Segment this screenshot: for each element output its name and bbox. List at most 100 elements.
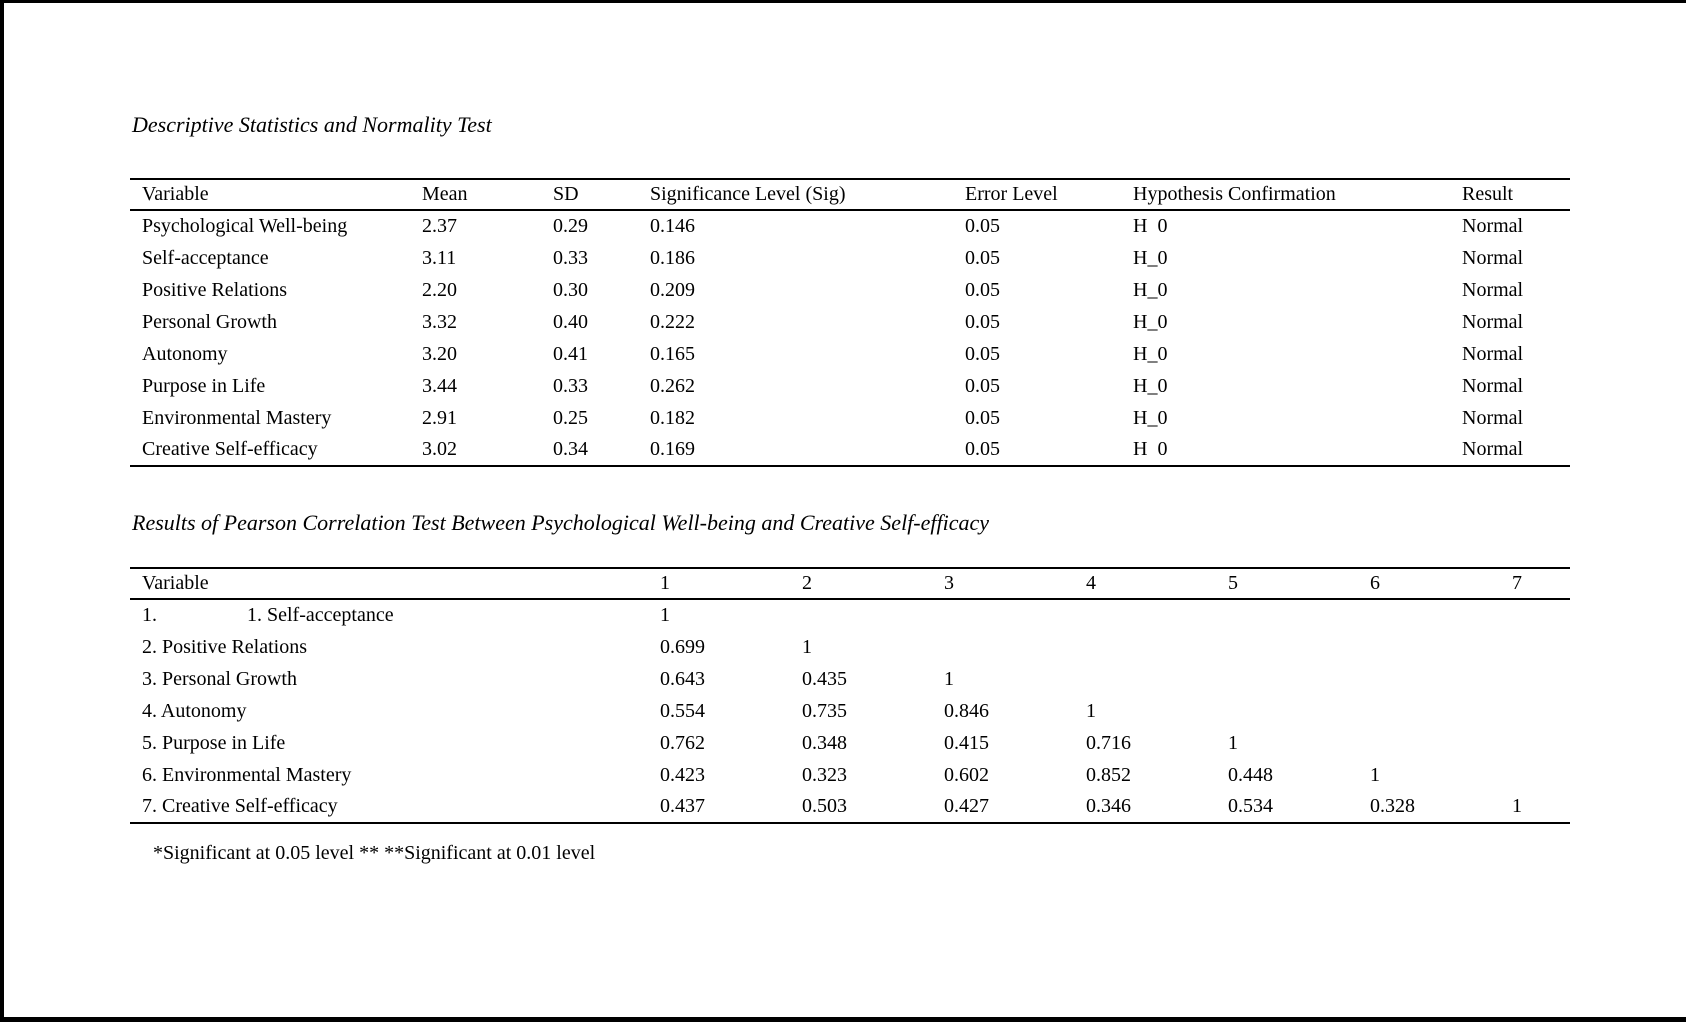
table-cell: 2.37 — [422, 215, 457, 237]
table-cell: 3.32 — [422, 310, 457, 333]
descriptive-statistics-table-title: Descriptive Statistics and Normality Tes… — [132, 112, 492, 137]
table-cell: 0.348 — [802, 731, 847, 754]
column-header-variable: Variable — [142, 183, 209, 205]
table-row: Personal Growth 3.32 0.40 0.222 0.05 H_0 Norma… — [130, 306, 1570, 338]
table-cell: 1 — [1228, 731, 1238, 754]
table-cell: 3.02 — [422, 438, 457, 460]
table-cell: 4. Autonomy — [142, 699, 247, 722]
table-body: Psychological Well-being 2.37 0.29 0.146 0.0… — [130, 210, 1570, 466]
table-cell — [1370, 695, 1512, 727]
table-cell: 0.05 — [965, 374, 1000, 397]
table-cell: 1 — [660, 604, 670, 626]
table-cell: 0.415 — [944, 731, 989, 754]
table-cell: 0.30 — [553, 278, 588, 301]
column-header-significance-level: Significance Level (Sig) — [650, 183, 846, 205]
table-cell: Autonomy — [142, 342, 228, 365]
column-header-result: Result — [1462, 183, 1514, 205]
table-cell — [1228, 663, 1370, 695]
table-cell: 0.328 — [1370, 795, 1415, 817]
table-cell — [1370, 663, 1512, 695]
table-cell: 0.05 — [965, 215, 1000, 237]
table-cell — [1512, 663, 1570, 695]
table-cell: 0.427 — [944, 795, 989, 817]
column-header-7: 7 — [1512, 572, 1522, 594]
page-border-top — [0, 0, 1686, 3]
table-cell: 0.846 — [944, 699, 989, 722]
table-cell: 0.323 — [802, 763, 847, 786]
table-cell: Positive Relations — [142, 278, 287, 301]
table-cell: 1 — [944, 667, 954, 690]
table-cell: 0.423 — [660, 763, 705, 786]
table-cell: 0.182 — [650, 406, 695, 429]
table-cell: 0.503 — [802, 795, 847, 817]
table-cell: H 0 — [1133, 438, 1168, 460]
table-row: 1. 1. Self-acceptance 1 — [130, 599, 1570, 631]
column-header-error-level: Error Level — [965, 183, 1058, 205]
table-row: Psychological Well-being 2.37 0.29 0.146 0.0… — [130, 210, 1570, 242]
table-cell: 0.534 — [1228, 795, 1273, 817]
page-border-left — [0, 0, 4, 1022]
table-cell: Psychological Well-being — [142, 215, 348, 237]
table-body: 1. 1. Self-acceptance 1 2. Positive Relati… — [130, 599, 1570, 823]
table-cell — [1228, 631, 1370, 663]
table-cell: 0.735 — [802, 699, 847, 722]
table-cell: 0.05 — [965, 342, 1000, 365]
table-cell — [1086, 663, 1228, 695]
table-cell: 0.602 — [944, 763, 989, 786]
table-cell: 0.29 — [553, 215, 588, 237]
column-header-1: 1 — [660, 572, 670, 594]
table-cell: 0.165 — [650, 342, 695, 365]
table-cell: Self-acceptance — [142, 246, 269, 269]
table-cell: 0.33 — [553, 374, 588, 397]
table-cell: 0.262 — [650, 374, 695, 397]
table-cell: 1 — [1512, 795, 1522, 817]
table-row: 2. Positive Relations 0.699 1 — [130, 631, 1570, 663]
page-border-bottom — [0, 1017, 1686, 1022]
table-cell — [1228, 695, 1370, 727]
table-cell: 0.209 — [650, 278, 695, 301]
table-cell: 1 — [802, 635, 812, 658]
table-cell: 3. Personal Growth — [142, 667, 297, 690]
table-cell: Creative Self-efficacy — [142, 438, 318, 460]
table-cell: Normal — [1462, 278, 1524, 301]
table-row: Purpose in Life 3.44 0.33 0.262 0.05 H_0 Norma… — [130, 370, 1570, 402]
table-cell: 0.05 — [965, 246, 1000, 269]
table-cell: 1 — [1086, 699, 1096, 722]
table-header: Variable 1 2 3 4 5 6 7 — [130, 568, 1570, 599]
table-cell: 1. 1. Self-acceptance — [142, 604, 394, 626]
column-header-variable: Variable — [142, 572, 209, 594]
column-header-sd: SD — [553, 183, 579, 205]
table-row: 3. Personal Growth 0.643 0.435 1 — [130, 663, 1570, 695]
table-header-row: Variable 1 2 3 4 5 6 7 — [130, 568, 1570, 599]
table-cell: 3.44 — [422, 374, 457, 397]
table-cell: 0.222 — [650, 310, 695, 333]
table-cell: 0.852 — [1086, 763, 1131, 786]
table-cell: 0.716 — [1086, 731, 1131, 754]
table-cell: H_0 — [1133, 374, 1168, 397]
table-header: Variable Mean SD Significance Level (Sig… — [130, 179, 1570, 210]
table-cell: 0.33 — [553, 246, 588, 269]
table-cell: 2.91 — [422, 406, 457, 429]
table-cell: 2.20 — [422, 278, 457, 301]
table-cell: H 0 — [1133, 215, 1168, 237]
table-cell: 0.346 — [1086, 795, 1131, 817]
table-row: Environmental Mastery 2.91 0.25 0.182 0.05 H_… — [130, 402, 1570, 434]
table-row: Creative Self-efficacy 3.02 0.34 0.169 0.05 H… — [130, 434, 1570, 466]
table-cell: 0.25 — [553, 406, 588, 429]
table-cell: Normal — [1462, 374, 1524, 397]
table-cell — [1512, 631, 1570, 663]
table-cell: Normal — [1462, 310, 1524, 333]
table-cell — [1512, 759, 1570, 791]
table-cell: 3.20 — [422, 342, 457, 365]
table-cell: Environmental Mastery — [142, 406, 332, 429]
table-cell — [1086, 599, 1228, 631]
table-cell: 0.435 — [802, 667, 847, 690]
table-cell — [1370, 727, 1512, 759]
table-cell: Normal — [1462, 215, 1524, 237]
table-cell: Normal — [1462, 406, 1524, 429]
table-cell — [944, 599, 1086, 631]
table-cell: Normal — [1462, 342, 1524, 365]
table-cell: 6. Environmental Mastery — [142, 763, 352, 786]
table-cell: 1 — [1370, 763, 1380, 786]
table-cell: Purpose in Life — [142, 374, 266, 397]
